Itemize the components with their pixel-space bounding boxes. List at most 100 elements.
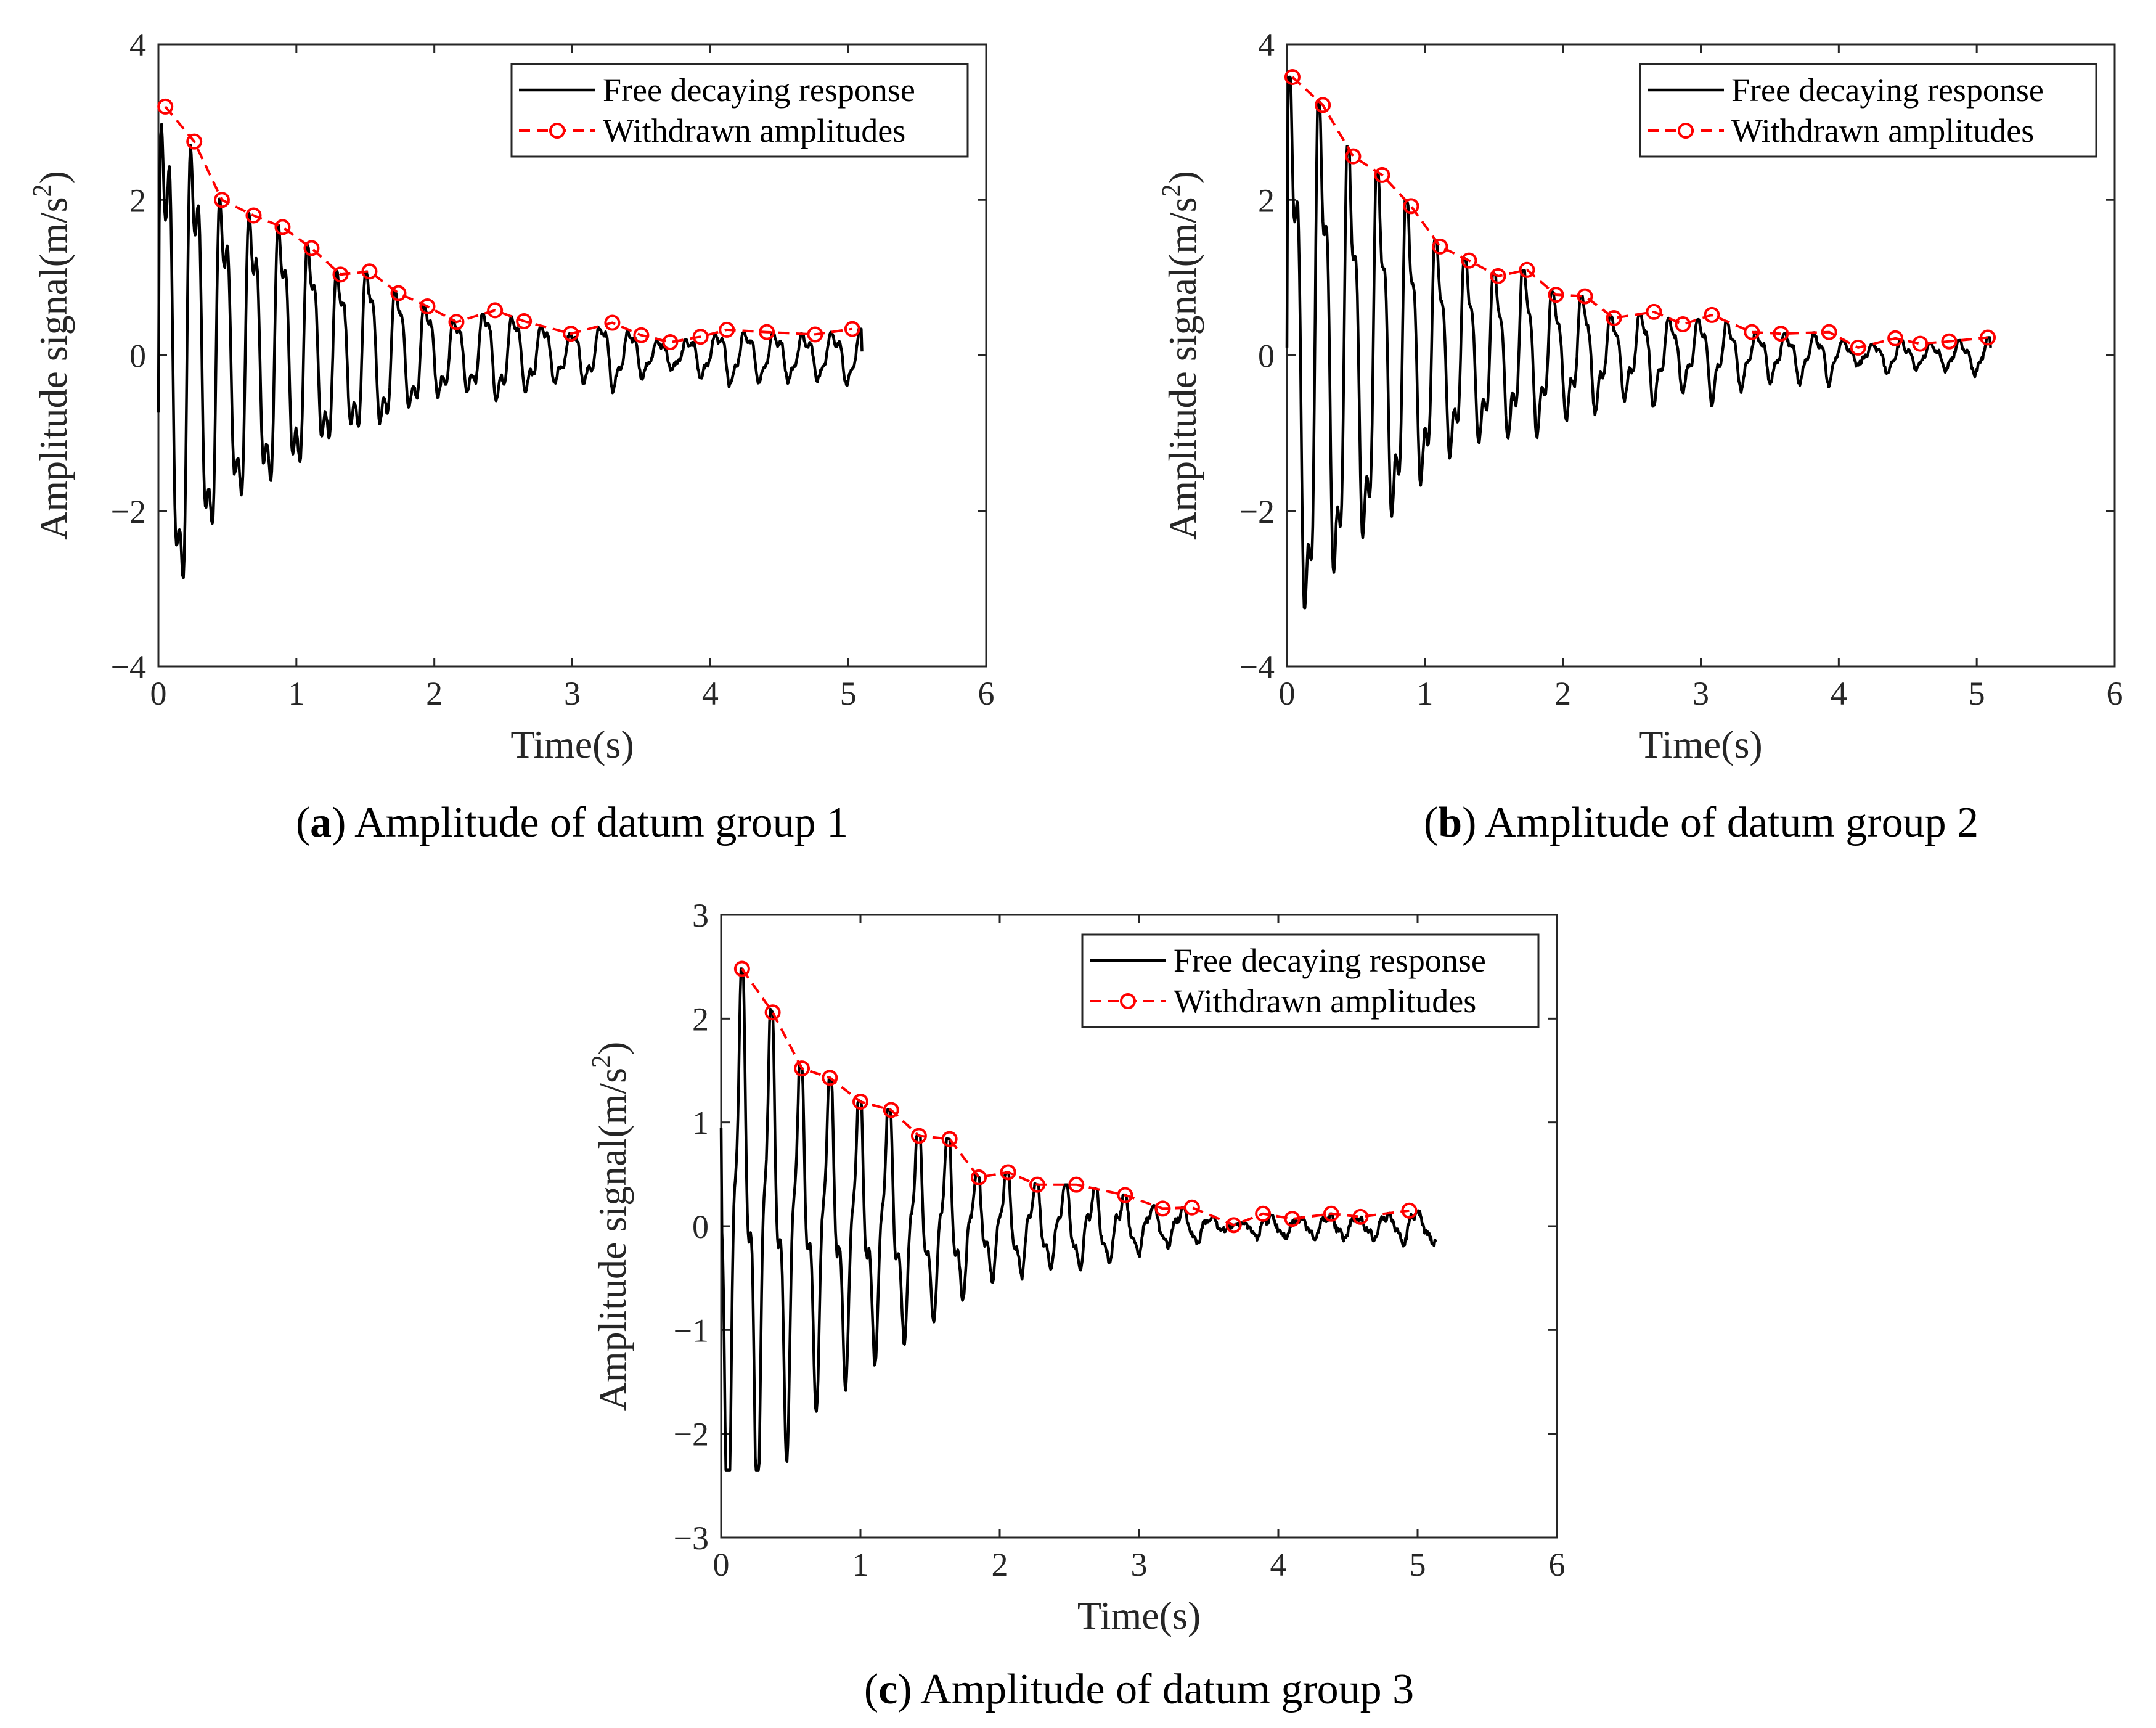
amplitude-point <box>1548 287 1564 303</box>
amplitude-point <box>1225 1217 1242 1234</box>
y-tick-label: 2 <box>129 182 146 219</box>
amplitude-point <box>1980 329 1996 346</box>
amplitude-point <box>1577 288 1593 305</box>
amplitude-point <box>971 1169 987 1185</box>
y-axis-title-main: Amplitude signal(m/s <box>31 197 75 539</box>
y-tick-label: 2 <box>1258 182 1275 219</box>
legend-label-amplitudes: Withdrawn amplitudes <box>1731 112 2034 149</box>
amplitude-point <box>1183 1199 1200 1216</box>
amplitude-point <box>563 326 579 342</box>
amplitude-point <box>852 1094 868 1110</box>
amplitude-point <box>1403 198 1419 215</box>
y-axis-title-superscript: 2 <box>28 184 57 197</box>
amplitude-point <box>1519 261 1535 278</box>
x-tick-label: 5 <box>1410 1546 1426 1583</box>
x-tick-label: 4 <box>702 675 719 712</box>
amplitude-point <box>1068 1176 1085 1193</box>
y-axis-title: Amplitude signal(m/s2) <box>1158 171 1204 540</box>
x-tick-label: 3 <box>1131 1546 1148 1583</box>
y-tick-label: −4 <box>1239 649 1275 686</box>
legend-marker-amplitudes <box>1678 123 1694 139</box>
x-tick-label: 4 <box>1270 1546 1287 1583</box>
caption-open-paren: ( <box>296 799 310 846</box>
caption-open-paren: ( <box>864 1666 878 1713</box>
y-axis-title-main: Amplitude signal(m/s <box>590 1068 634 1411</box>
y-axis-title: Amplitude signal(m/s2) <box>28 171 75 540</box>
x-axis-title: Time(s) <box>1077 1594 1201 1637</box>
caption-text: Amplitude of datum group 3 <box>920 1666 1414 1713</box>
legend-label-response: Free decaying response <box>1731 72 2044 109</box>
y-axis-title-close: ) <box>31 171 75 184</box>
x-tick-label: 5 <box>840 675 857 712</box>
amplitude-point <box>1401 1202 1418 1219</box>
y-axis-title: Amplitude signal(m/s2) <box>587 1042 634 1411</box>
amplitude-point <box>448 314 465 330</box>
y-tick-label: −4 <box>111 649 146 686</box>
caption-letter: a <box>310 799 332 846</box>
panel-b: 0 1 2 3 4 5 6 −4 −2 0 2 4 Time(s) Amplitude signal(m/… <box>1158 27 2123 846</box>
x-tick-label: 5 <box>1969 675 1985 712</box>
amplitude-point <box>604 314 621 331</box>
legend-box <box>1081 933 1540 1028</box>
caption-close-paren: ) <box>1462 799 1485 846</box>
legend-marker-amplitudes <box>1120 993 1136 1009</box>
x-tick-label: 3 <box>1693 675 1709 712</box>
amplitude-point <box>186 133 203 150</box>
amplitude-point <box>910 1128 927 1144</box>
y-tick-label: 0 <box>692 1208 709 1245</box>
amplitude-point <box>1117 1187 1133 1203</box>
amplitude-point <box>274 219 291 235</box>
caption-b: (b) Amplitude of datum group 2 <box>1424 799 1978 846</box>
amplitude-point <box>807 326 823 343</box>
y-tick-label: 3 <box>692 897 709 934</box>
amplitude-point <box>1284 68 1301 85</box>
x-tick-label: 3 <box>564 675 581 712</box>
x-tick-label: 4 <box>1831 675 1847 712</box>
legend-label-amplitudes: Withdrawn amplitudes <box>1174 983 1476 1020</box>
x-axis-title: Time(s) <box>510 723 634 766</box>
legend-label-response: Free decaying response <box>1174 942 1486 979</box>
amplitude-point <box>633 327 650 343</box>
legend-label-response: Free decaying response <box>603 72 915 109</box>
caption-letter: c <box>878 1666 897 1713</box>
amplitude-point <box>487 302 504 319</box>
x-tick-label: 1 <box>852 1546 869 1583</box>
amplitude-point <box>822 1070 838 1086</box>
amplitude-point <box>764 1004 781 1021</box>
x-tick-label: 6 <box>1549 1546 1566 1583</box>
y-axis-title-close: ) <box>1161 171 1204 184</box>
y-tick-label: 1 <box>692 1105 709 1142</box>
amplitude-point <box>361 263 378 280</box>
amplitude-point <box>1887 330 1904 346</box>
x-tick-label: 0 <box>1279 675 1296 712</box>
amplitude-point <box>1461 252 1477 269</box>
y-tick-label: −2 <box>111 493 146 530</box>
amplitude-point <box>303 240 320 256</box>
amplitude-point <box>245 207 262 224</box>
amplitude-point <box>1606 309 1622 326</box>
amplitude-point <box>692 329 709 345</box>
amplitude-point <box>1323 1205 1339 1222</box>
amplitude-point <box>1255 1205 1272 1222</box>
amplitude-point <box>794 1060 811 1077</box>
x-tick-label: 1 <box>288 675 304 712</box>
amplitude-point <box>1941 333 1958 350</box>
amplitude-point <box>390 285 407 301</box>
amplitude-point <box>1315 97 1331 113</box>
y-axis-title-main: Amplitude signal(m/s <box>1161 197 1204 539</box>
panel-c: 0 1 2 3 4 5 6 −3 −2 −1 0 1 2 3 Time(s) Amplitude signal… <box>587 897 1566 1713</box>
amplitude-point <box>883 1102 899 1118</box>
amplitude-point <box>1821 324 1837 340</box>
y-axis-title-close: ) <box>590 1042 634 1055</box>
amplitude-point <box>157 98 174 115</box>
amplitude-point <box>1490 268 1506 284</box>
amplitude-point <box>1284 1211 1301 1227</box>
series-withdrawn-amplitudes-b <box>1291 76 1988 350</box>
amplitude-point <box>719 321 735 338</box>
amplitude-point <box>332 266 349 283</box>
amplitude-point <box>1704 306 1720 323</box>
caption-close-paren: ) <box>332 799 354 846</box>
